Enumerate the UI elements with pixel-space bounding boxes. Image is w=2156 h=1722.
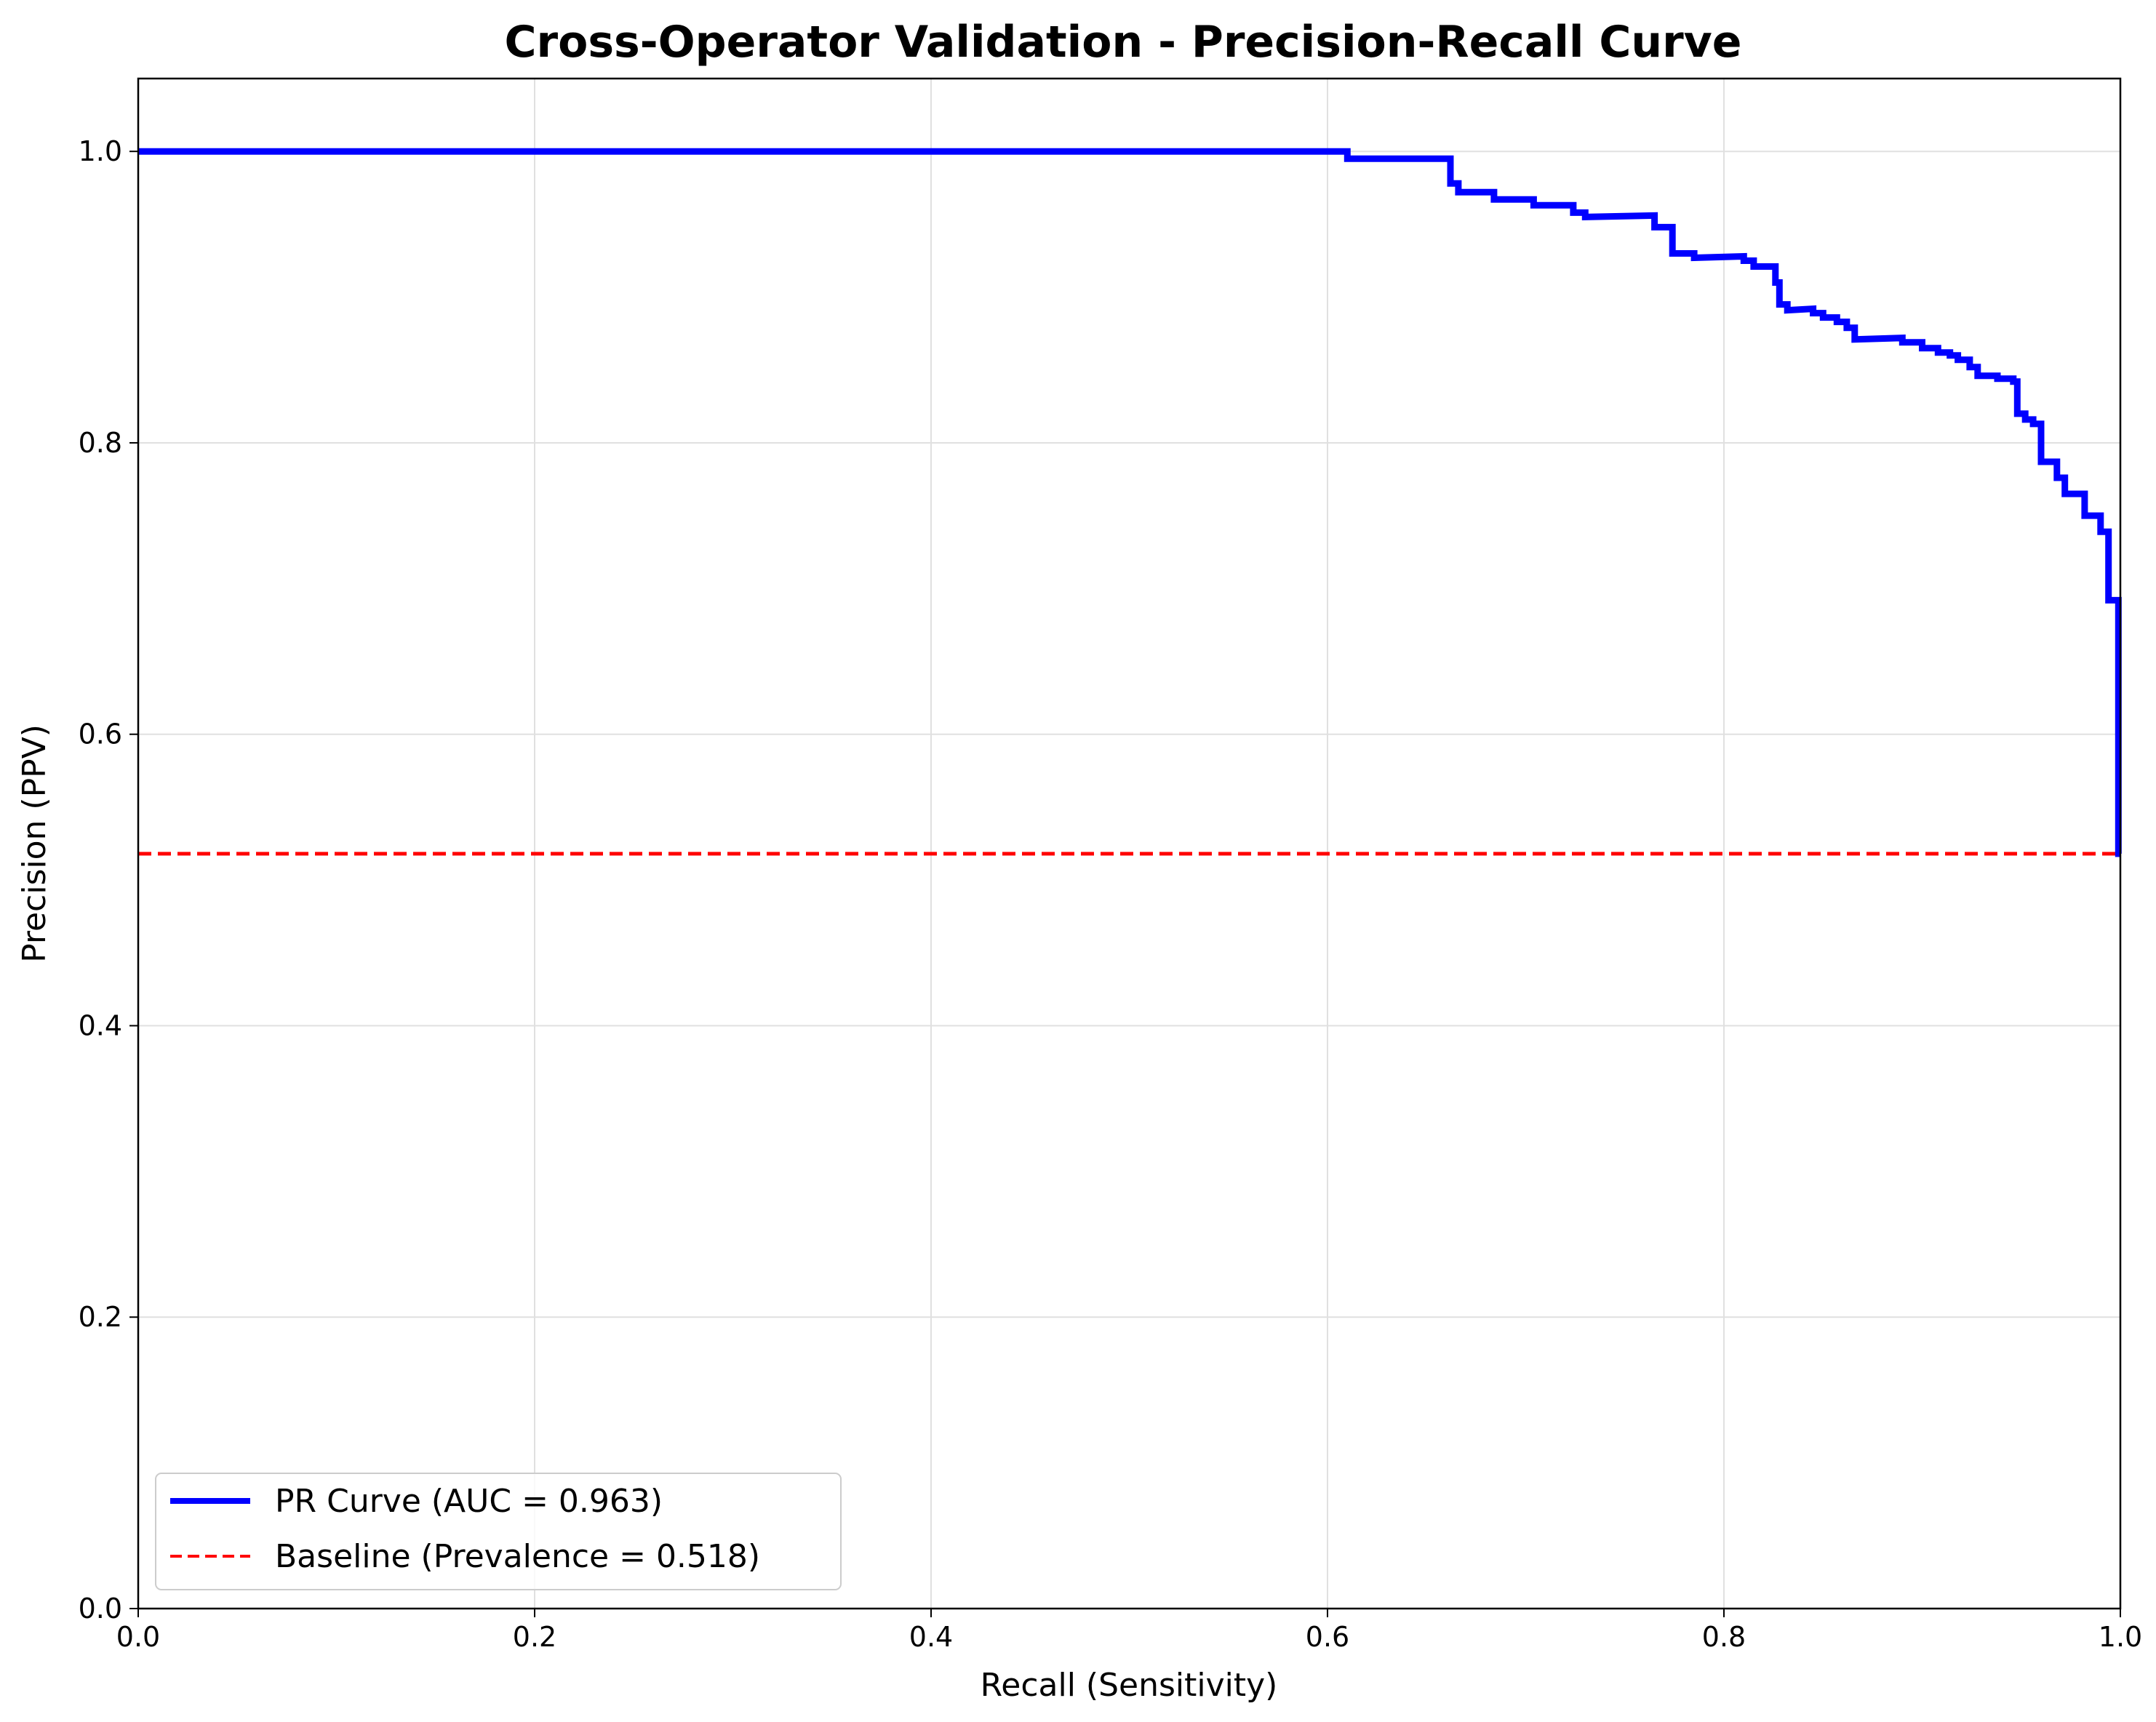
x-tick-label: 0.6 — [1306, 1621, 1349, 1653]
x-tick-label: 0.8 — [1702, 1621, 1746, 1653]
y-tick-label: 0.4 — [79, 1009, 122, 1041]
y-tick-label: 0.8 — [79, 427, 122, 459]
y-axis-label: Precision (PPV) — [16, 724, 53, 963]
plot-frame — [137, 77, 2122, 1610]
tick-layer: 0.0 0.2 0.4 0.6 0.8 1.0 0.0 0.2 0.4 0.6 0.8 1.0 — [79, 135, 2143, 1653]
pr-curve-line — [138, 148, 2122, 857]
x-tick-label: 0.2 — [513, 1621, 556, 1653]
y-tick-label: 0.0 — [79, 1593, 122, 1625]
series-layer — [138, 148, 2122, 857]
legend-label-baseline: Baseline (Prevalence = 0.518) — [275, 1538, 760, 1575]
legend-label-pr-curve: PR Curve (AUC = 0.963) — [275, 1483, 663, 1520]
x-tick-label: 0.0 — [116, 1621, 160, 1653]
x-tick-label: 1.0 — [2099, 1621, 2142, 1653]
legend: PR Curve (AUC = 0.963) Baseline (Prevale… — [155, 1473, 842, 1590]
legend-box — [155, 1473, 842, 1590]
x-axis-label: Recall (Sensitivity) — [981, 1667, 1278, 1704]
y-tick-label: 1.0 — [79, 135, 122, 167]
x-tick-label: 0.4 — [909, 1621, 953, 1653]
y-tick-label: 0.2 — [79, 1301, 122, 1333]
y-tick-label: 0.6 — [79, 718, 122, 750]
chart-title: Cross-Operator Validation - Precision-Re… — [505, 17, 1742, 68]
